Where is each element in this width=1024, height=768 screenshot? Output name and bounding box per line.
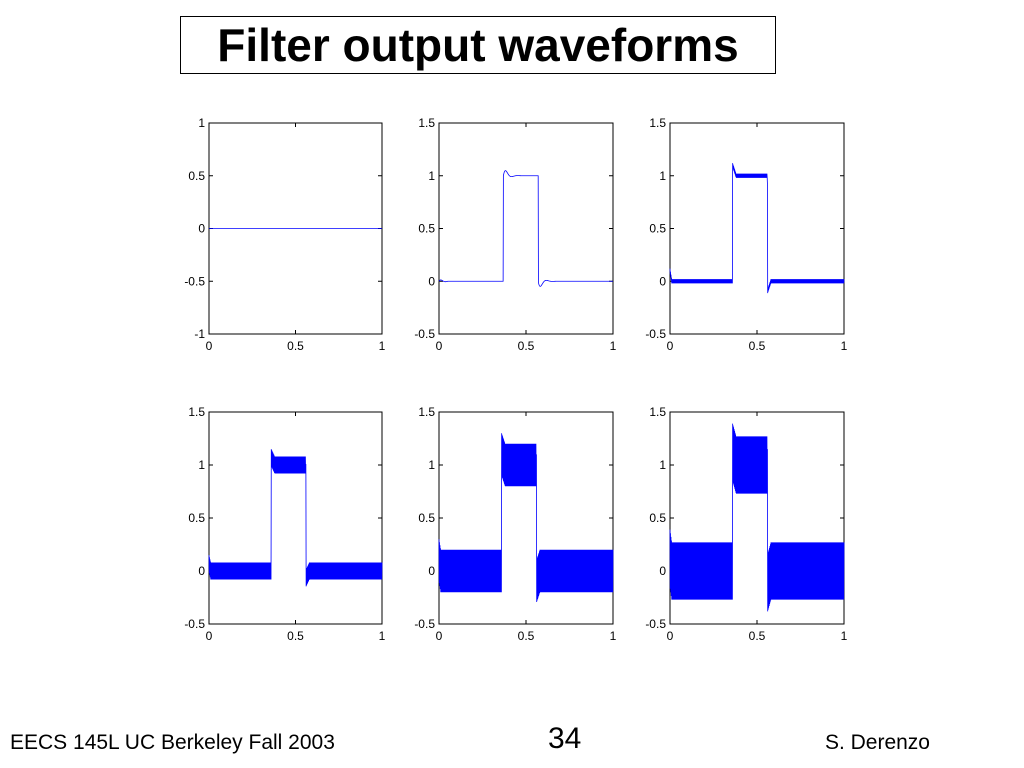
x-tick-label: 0 [206,339,213,353]
waveform-trace [208,449,383,587]
x-tick-label: 0 [667,339,674,353]
x-tick-label: 1 [379,339,386,353]
x-tick-label: 1 [379,629,386,643]
footer-course: EECS 145L UC Berkeley Fall 2003 [10,731,335,754]
slide-title: Filter output waveforms [217,19,739,71]
y-tick-label: 1.5 [418,405,435,419]
y-tick-label: -0.5 [414,617,435,631]
waveform-trace [669,423,845,612]
y-tick-label: -0.5 [645,327,666,341]
x-tick-label: 0.5 [287,339,304,353]
y-tick-label: 1 [428,458,435,472]
x-tick-label: 1 [610,339,617,353]
y-tick-label: 0.5 [649,222,666,236]
y-tick-label: 1.5 [649,116,666,130]
x-tick-label: 1 [610,629,617,643]
y-tick-label: 0.5 [418,222,435,236]
subplot-6: 1.510.50-0.50 0.5 1 [645,405,847,643]
x-tick-label: 0.5 [287,629,304,643]
y-tick-label: -1 [194,327,205,341]
plots-grid: 10.50-0.5-10 0.5 11.510.50-0.50 0.5 11.510.5… [184,116,847,643]
subplot-5: 1.510.50-0.50 0.5 1 [414,405,616,643]
x-tick-label: 0 [206,629,213,643]
y-tick-label: 0 [428,564,435,578]
y-tick-label: 0 [659,564,666,578]
y-tick-label: 0.5 [188,511,205,525]
y-tick-label: -0.5 [645,617,666,631]
y-tick-label: -0.5 [184,274,205,288]
y-tick-label: -0.5 [184,617,205,631]
y-tick-label: 0.5 [418,511,435,525]
x-tick-label: 0 [436,629,443,643]
y-tick-label: 1.5 [418,116,435,130]
footer-author: S. Derenzo [824,731,930,754]
y-tick-label: -0.5 [414,327,435,341]
y-tick-label: 1 [659,169,666,183]
x-tick-label: 0.5 [518,629,535,643]
y-tick-label: 1.5 [188,405,205,419]
axes-frame [669,122,845,335]
x-tick-label: 1 [841,629,848,643]
y-tick-label: 1 [198,116,205,130]
y-tick-label: 0 [198,564,205,578]
subplot-2: 1.510.50-0.50 0.5 1 [414,116,616,353]
waveform-trace [438,433,614,603]
x-tick-label: 0 [436,339,443,353]
x-tick-label: 1 [841,339,848,353]
subplot-4: 1.510.50-0.50 0.5 1 [184,405,385,643]
axes-frame [208,411,383,625]
x-tick-label: 0.5 [749,629,766,643]
subplot-3: 1.510.50-0.50 0.5 1 [645,116,847,353]
x-tick-label: 0.5 [518,339,535,353]
x-tick-label: 0.5 [749,339,766,353]
waveform-trace [669,163,845,294]
y-tick-label: 1.5 [649,405,666,419]
y-tick-label: 0 [428,274,435,288]
y-tick-label: 1 [428,169,435,183]
y-tick-label: 0 [659,274,666,288]
page-number: 34 [548,722,582,755]
axes-frame [438,122,614,335]
y-tick-label: 0.5 [188,169,205,183]
x-tick-label: 0 [667,629,674,643]
y-tick-label: 1 [198,458,205,472]
y-tick-label: 0 [198,222,205,236]
title-box: Filter output waveforms [180,16,776,74]
subplot-1: 10.50-0.5-10 0.5 1 [184,116,385,353]
waveform-trace [438,170,613,287]
y-tick-label: 1 [659,458,666,472]
y-tick-label: 0.5 [649,511,666,525]
